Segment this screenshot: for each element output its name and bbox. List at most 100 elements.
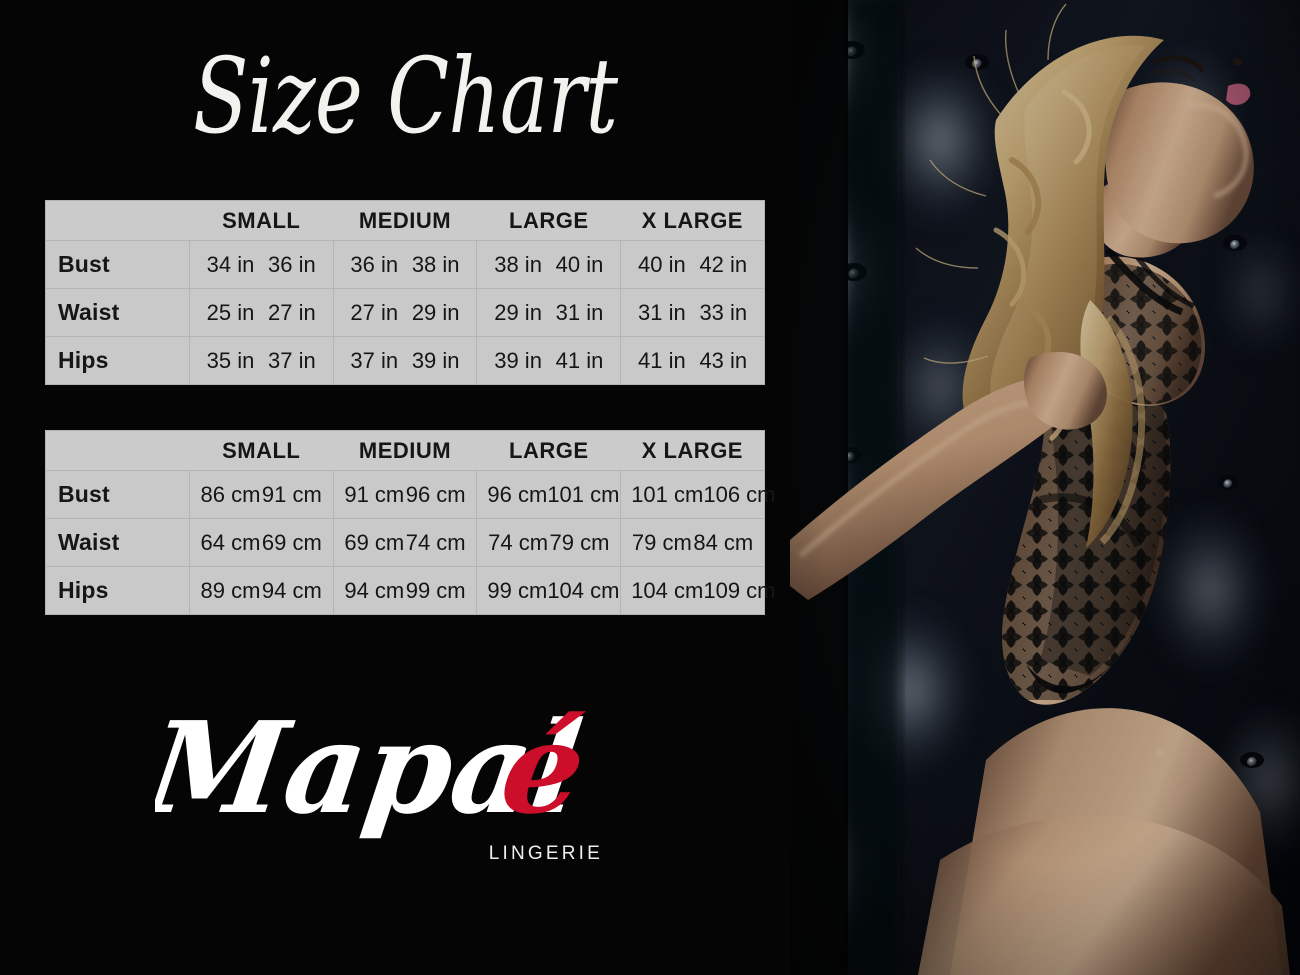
table-row: Waist 25 in 27 in 27 in 29 in 29 in 31 i… [45,288,765,337]
column-header-small: SMALL [189,430,334,471]
table-row: Bust 34 in 36 in 36 in 38 in 38 in 40 in… [45,240,765,289]
value-max: 104 cm [547,577,620,603]
value-max: 74 cm [405,529,466,555]
value-min: 27 in [350,299,399,325]
cell-bust-medium: 36 in 38 in [332,240,478,289]
value-min: 38 in [494,251,542,277]
table-row: Hips 35 in 37 in 37 in 39 in 39 in 41 in… [45,336,765,385]
cell-bust-small: 34 in 36 in [188,240,334,289]
value-min: 37 in [350,347,399,373]
value-min: 41 in [638,347,686,373]
column-header-medium: MEDIUM [333,200,477,241]
value-min: 101 cm [631,481,704,507]
size-table-inches-head: SMALL MEDIUM LARGE X LARGE [45,200,765,241]
cell-hips-large: 39 in 41 in [476,336,622,385]
value-max: 42 in [699,251,748,277]
row-label-hips: Hips [45,336,190,385]
cell-bust-large: 96 cm 101 cm [476,470,622,519]
column-header-large: LARGE [476,200,621,241]
cell-waist-medium: 27 in 29 in [332,288,478,337]
value-min: 39 in [494,347,542,373]
size-table-centimeters-body: Bust 86 cm 91 cm 91 cm 96 cm 96 cm 101 c… [45,470,776,615]
cell-bust-medium: 91 cm 96 cm [332,470,478,519]
value-min: 34 in [206,251,255,277]
value-max: 84 cm [693,529,754,555]
cell-hips-x-large: 104 cm 109 cm [620,566,776,615]
value-max: 94 cm [261,577,322,603]
value-max: 69 cm [261,529,322,555]
cell-waist-x-large: 31 in 33 in [620,288,765,337]
value-min: 89 cm [200,577,261,603]
value-min: 29 in [494,299,542,325]
value-max: 31 in [555,299,604,325]
value-min: 25 in [206,299,255,325]
cell-hips-medium: 94 cm 99 cm [332,566,478,615]
cell-bust-x-large: 40 in 42 in [620,240,765,289]
page-title: Size Chart [193,35,618,157]
value-min: 96 cm [487,481,548,507]
size-table-inches: SMALL MEDIUM LARGE X LARGE Bust 34 in 36… [45,200,765,385]
brand-logo: Mapal é LINGERIE [155,700,615,895]
cell-waist-large: 29 in 31 in [476,288,622,337]
table-header-row: SMALL MEDIUM LARGE X LARGE [45,430,765,471]
cell-waist-large: 74 cm 79 cm [476,518,622,567]
table-row: Bust 86 cm 91 cm 91 cm 96 cm 96 cm 101 c… [45,470,776,519]
value-max: 106 cm [703,481,776,507]
value-max: 29 in [411,299,460,325]
row-label-bust: Bust [45,470,190,519]
size-table-centimeters: SMALL MEDIUM LARGE X LARGE Bust 86 cm 91… [45,430,776,615]
table-row: Waist 64 cm 69 cm 69 cm 74 cm 74 cm 79 c… [45,518,765,567]
value-max: 41 in [555,347,604,373]
cell-waist-x-large: 79 cm 84 cm [620,518,765,567]
value-max: 99 cm [405,577,466,603]
cell-bust-small: 86 cm 91 cm [188,470,334,519]
cell-bust-large: 38 in 40 in [476,240,622,289]
model-photo [790,0,1300,975]
value-max: 39 in [411,347,460,373]
table-row: Hips 89 cm 94 cm 94 cm 99 cm 99 cm 104 c… [45,566,776,615]
value-max: 27 in [268,299,316,325]
value-max: 37 in [268,347,316,373]
cell-waist-small: 25 in 27 in [188,288,334,337]
column-header-small: SMALL [189,200,334,241]
cell-bust-x-large: 101 cm 106 cm [620,470,776,519]
value-min: 104 cm [631,577,704,603]
value-max: 101 cm [547,481,620,507]
cell-hips-large: 99 cm 104 cm [476,566,622,615]
value-min: 35 in [206,347,255,373]
header-corner [45,200,190,241]
brand-name-base: Mapal [155,700,590,842]
model-photo-illustration [790,0,1300,975]
size-table-centimeters-head: SMALL MEDIUM LARGE X LARGE [45,430,765,471]
column-header-x-large: X LARGE [620,200,765,241]
column-header-medium: MEDIUM [333,430,477,471]
row-label-bust: Bust [45,240,190,289]
value-max: 43 in [699,347,748,373]
cell-hips-small: 89 cm 94 cm [188,566,334,615]
value-max: 91 cm [261,481,322,507]
value-max: 36 in [268,251,316,277]
cell-hips-small: 35 in 37 in [188,336,334,385]
value-min: 40 in [638,251,686,277]
row-label-hips: Hips [45,566,190,615]
size-table-inches-body: Bust 34 in 36 in 36 in 38 in 38 in 40 in… [45,240,765,385]
value-max: 96 cm [405,481,466,507]
cell-hips-x-large: 41 in 43 in [620,336,765,385]
value-min: 31 in [638,299,686,325]
value-max: 79 cm [549,529,610,555]
brand-tagline: LINGERIE [488,843,603,864]
value-min: 79 cm [631,529,692,555]
value-max: 38 in [411,251,460,277]
table-header-row: SMALL MEDIUM LARGE X LARGE [45,200,765,241]
column-header-large: LARGE [476,430,621,471]
value-min: 64 cm [200,529,261,555]
cell-hips-medium: 37 in 39 in [332,336,478,385]
cell-waist-medium: 69 cm 74 cm [332,518,478,567]
value-min: 36 in [350,251,399,277]
value-min: 94 cm [344,577,405,603]
column-header-x-large: X LARGE [620,430,765,471]
value-min: 91 cm [344,481,405,507]
value-min: 99 cm [487,577,548,603]
value-max: 40 in [555,251,604,277]
